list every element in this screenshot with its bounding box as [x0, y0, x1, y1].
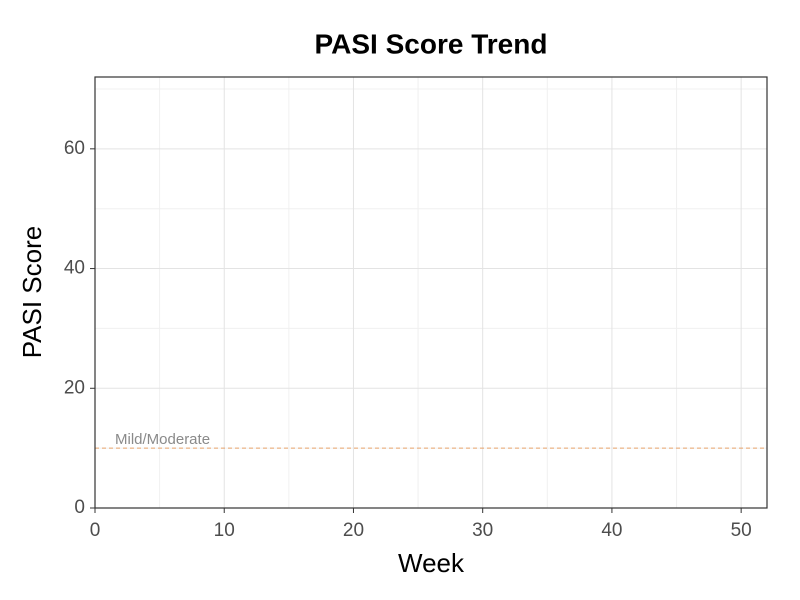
- x-tick-label: 50: [731, 520, 752, 541]
- x-tick-label: 20: [343, 520, 364, 541]
- y-tick-label: 40: [64, 258, 85, 279]
- y-axis-title: PASI Score: [17, 226, 47, 358]
- chart-title: PASI Score Trend: [315, 28, 548, 59]
- y-tick-label: 60: [64, 138, 85, 159]
- x-tick-label: 10: [214, 520, 235, 541]
- reference-label: Mild/Moderate: [115, 431, 210, 448]
- x-tick-label: 30: [472, 520, 493, 541]
- y-tick-label: 20: [64, 377, 85, 398]
- x-tick-label: 40: [601, 520, 622, 541]
- y-tick-label: 0: [74, 497, 85, 518]
- x-tick-label: 0: [90, 520, 101, 541]
- x-axis-title: Week: [398, 548, 465, 578]
- panel-border: [94, 76, 768, 509]
